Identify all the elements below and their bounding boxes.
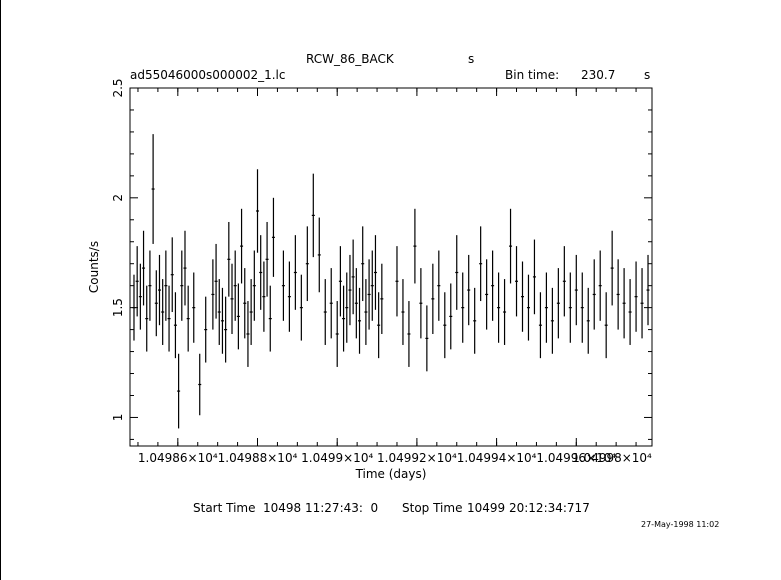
- x-tick-label: 1.04996×10⁴: [536, 451, 616, 465]
- data-points: [132, 134, 650, 429]
- x-tick-label: 1.04998×10⁴: [572, 451, 652, 465]
- y-tick-label: 1: [111, 414, 125, 422]
- x-tick-label: 1.04986×10⁴: [138, 451, 218, 465]
- object-unit: s: [468, 52, 475, 66]
- y-tick-label: 2: [111, 194, 125, 202]
- start-time-label: Start Time: [193, 501, 256, 515]
- x-axis-ticks: 1.04986×10⁴ 1.04988×10⁴ 1.0499×10⁴ 1.04992×…: [137, 88, 652, 465]
- date-stamp: 27-May-1998 11:02: [641, 520, 720, 529]
- bin-time-unit: s: [644, 68, 651, 82]
- file-name: ad55046000s000002_1.lc: [130, 68, 286, 82]
- x-tick-label: 1.0499×10⁴: [301, 451, 373, 465]
- x-axis-label: Time (days): [355, 467, 427, 481]
- y-tick-label: 2.5: [111, 78, 125, 97]
- x-tick-label: 1.04992×10⁴: [377, 451, 457, 465]
- x-tick-label: 1.04994×10⁴: [457, 451, 537, 465]
- left-border: [0, 0, 1, 580]
- y-tick-label: 1.5: [111, 298, 125, 317]
- y-axis-ticks: 1 1.5 2 2.5: [111, 78, 652, 440]
- bin-time-value: 230.7: [581, 68, 616, 82]
- start-time-value: 10498 11:27:43: 0: [263, 501, 379, 515]
- object-name: RCW_86_BACK: [306, 52, 394, 66]
- x-tick-label: 1.04988×10⁴: [218, 451, 298, 465]
- plot-frame: [129, 87, 653, 447]
- stop-time-label: Stop Time: [402, 501, 463, 515]
- stop-time-value: 10499 20:12:34:717: [467, 501, 590, 515]
- y-axis-label: Counts/s: [87, 241, 101, 293]
- bin-time-label: Bin time:: [505, 68, 560, 82]
